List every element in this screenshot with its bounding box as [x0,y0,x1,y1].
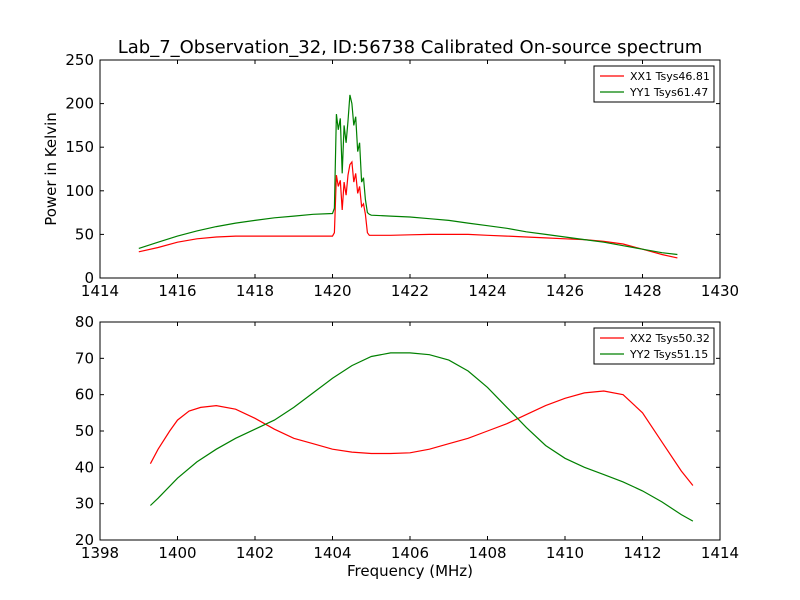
bottom-legend: XX2 Tsys50.32 YY2 Tsys51.15 [593,327,715,365]
top-legend-box [593,65,715,103]
bottom-x-tick-label: 1414 [701,544,739,562]
top-legend-label-1: XX1 Tsys46.81 [630,70,710,83]
bottom-plot-area: 1398 1400 1402 1404 1406 1408 1410 1412 1414 20 30… [75,313,739,562]
bottom-x-tick-label: 1412 [623,544,661,562]
top-y-tick-label: 50 [75,225,94,243]
bottom-x-tick-label: 1400 [158,544,196,562]
top-legend-label-2: YY1 Tsys61.47 [629,86,708,99]
bottom-y-tick-label: 70 [75,349,94,367]
top-x-tick-label: 1418 [236,282,274,300]
bottom-legend-label-2: YY2 Tsys51.15 [629,348,708,361]
bottom-legend-label-1: XX2 Tsys50.32 [630,332,710,345]
top-plot-area: 1414 1416 1418 1420 1422 1424 1426 1428 1430 0 50 1… [65,51,739,300]
bottom-x-tick-label: 1404 [313,544,351,562]
top-y-tick-label: 200 [65,95,94,113]
top-y-tick-label: 0 [84,269,94,287]
bottom-x-tick-label: 1410 [546,544,584,562]
top-legend: XX1 Tsys46.81 YY1 Tsys61.47 [593,65,715,103]
top-y-tick-label: 250 [65,51,94,69]
top-x-tick-label: 1416 [158,282,196,300]
top-x-tick-label: 1430 [701,282,739,300]
bottom-y-tick-label: 50 [75,422,94,440]
bottom-series-line-2 [149,352,694,522]
top-x-tick-label: 1428 [623,282,661,300]
bottom-x-tick-label: 1406 [391,544,429,562]
chart-title: Lab_7_Observation_32, ID:56738 Calibrate… [118,37,703,58]
bottom-x-tick-label: 1408 [468,544,506,562]
top-y-axis-label: Power in Kelvin [42,112,60,226]
top-x-tick-label: 1424 [468,282,506,300]
bottom-y-tick-label: 30 [75,495,94,513]
bottom-legend-box [593,327,715,365]
top-series-line-1 [138,160,678,259]
bottom-y-tick-label: 60 [75,386,94,404]
top-y-tick-label: 150 [65,138,94,156]
bottom-series-line-1 [149,390,694,486]
bottom-x-tick-label: 1402 [236,544,274,562]
top-x-tick-label: 1414 [81,282,119,300]
bottom-x-tick-label: 1398 [81,544,119,562]
bottom-y-tick-label: 20 [75,531,94,549]
top-series-line-2 [138,94,678,256]
top-x-tick-label: 1426 [546,282,584,300]
bottom-x-axis-label: Frequency (MHz) [347,562,473,580]
top-y-tick-label: 100 [65,182,94,200]
bottom-y-tick-label: 80 [75,313,94,331]
top-x-tick-label: 1422 [391,282,429,300]
bottom-y-tick-label: 40 [75,458,94,476]
top-x-tick-label: 1420 [313,282,351,300]
